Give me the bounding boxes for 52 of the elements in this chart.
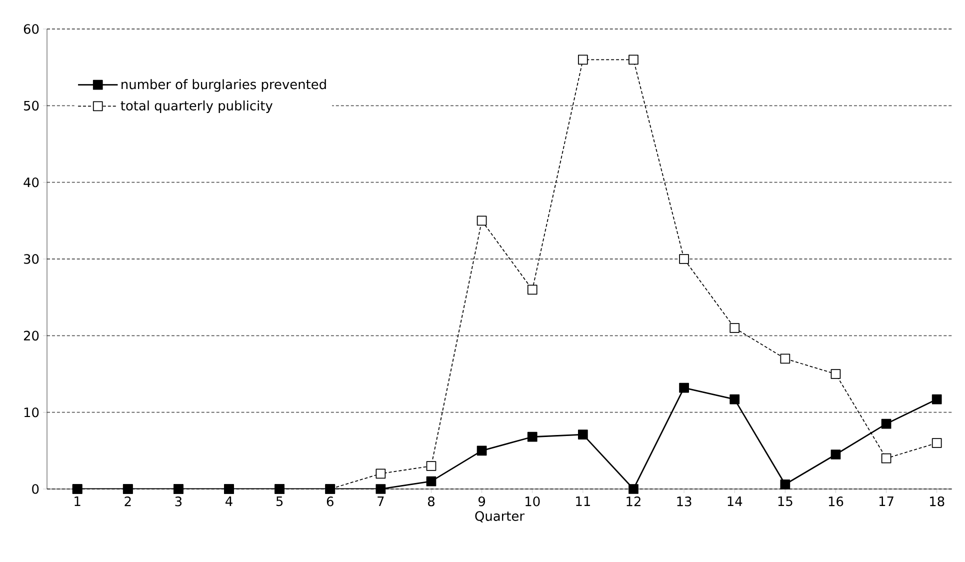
point xyxy=(527,284,538,295)
point xyxy=(830,369,841,379)
x-tick-label: 13 xyxy=(677,496,692,506)
x-tick-label: 2 xyxy=(124,496,131,506)
y-tick-label: 60 xyxy=(24,24,39,34)
point xyxy=(578,54,588,65)
y-tick-label: 10 xyxy=(24,407,39,418)
point xyxy=(628,484,638,494)
x-tick-label: 12 xyxy=(626,496,640,506)
x-tick-label: 4 xyxy=(226,496,232,506)
point xyxy=(780,479,790,490)
point xyxy=(376,484,386,494)
x-tick-label: 18 xyxy=(930,496,944,506)
point xyxy=(476,446,487,456)
x-tick-label: 16 xyxy=(828,496,844,506)
legend-label: number of burglaries prevented xyxy=(122,79,326,92)
point xyxy=(932,438,942,448)
x-tick-label: 6 xyxy=(326,496,334,506)
x-axis-title: Quarter xyxy=(475,511,525,522)
x-tick-label: 15 xyxy=(778,496,792,506)
y-tick-label: 30 xyxy=(24,254,39,264)
point xyxy=(932,394,942,404)
x-tick-label: 3 xyxy=(175,496,182,506)
x-tick-label: 8 xyxy=(428,496,434,506)
x-tick-label: 11 xyxy=(576,496,590,506)
point xyxy=(679,382,689,393)
point xyxy=(426,476,436,486)
point xyxy=(830,450,841,460)
x-tick-label: 5 xyxy=(276,496,283,506)
point xyxy=(730,323,740,333)
point xyxy=(780,354,790,364)
y-tick-label: 40 xyxy=(24,177,39,188)
point xyxy=(679,254,689,264)
point xyxy=(881,453,892,464)
point xyxy=(476,216,487,226)
x-tick-label: 7 xyxy=(378,496,384,506)
x-tick-label: 1 xyxy=(74,496,80,506)
point xyxy=(881,418,892,429)
x-tick-label: 14 xyxy=(728,496,742,506)
y-tick-label: 50 xyxy=(24,100,39,111)
point xyxy=(730,394,740,404)
y-tick-label: 0 xyxy=(32,484,39,494)
x-tick-label: 10 xyxy=(526,496,540,506)
point xyxy=(527,432,538,442)
x-tick-label: 9 xyxy=(478,496,486,506)
point xyxy=(376,468,386,479)
point xyxy=(578,430,588,440)
point xyxy=(628,54,638,65)
y-tick-label: 20 xyxy=(24,330,39,341)
point xyxy=(426,461,436,471)
legend-label: total quarterly publicity xyxy=(120,100,273,114)
x-tick-label: 17 xyxy=(879,496,894,506)
